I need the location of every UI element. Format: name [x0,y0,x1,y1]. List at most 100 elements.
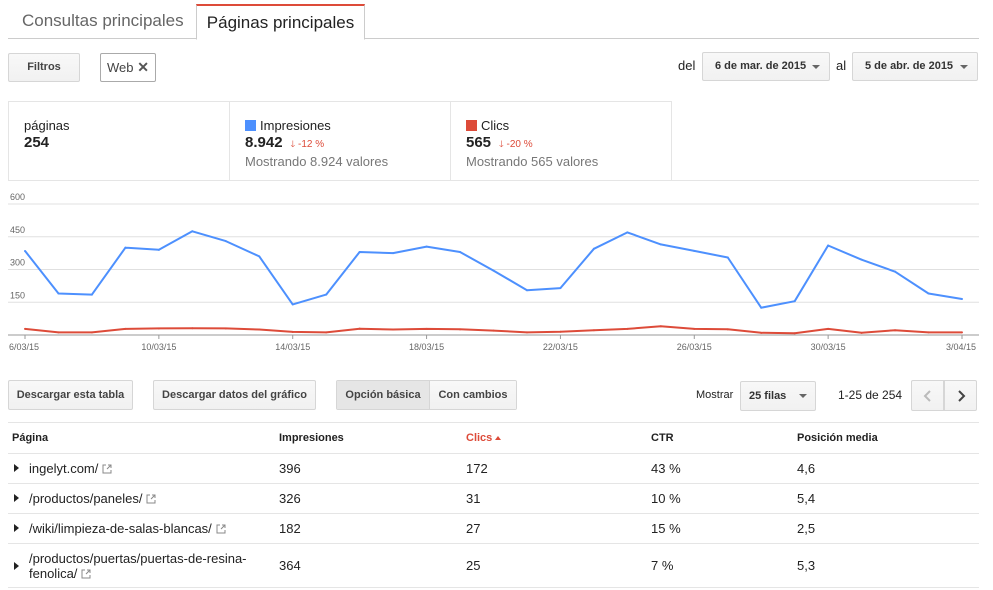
cell-clicks: 172 [466,461,488,476]
previous-page-button[interactable] [911,380,944,411]
data-point-clics [760,331,763,334]
header-ctr[interactable]: CTR [651,432,674,444]
stat-pages: páginas 254 [9,102,230,180]
data-point-clics [392,328,395,331]
y-tick-label: 600 [10,192,25,202]
external-link-icon[interactable] [81,569,91,579]
download-chart-data-button[interactable]: Descargar datos del gráfico [153,380,316,410]
data-point-impresiones [459,251,462,254]
tab-top-queries[interactable]: Consultas principales [22,11,184,30]
external-link-icon[interactable] [146,494,156,504]
arrow-down-icon: 🡓 [499,139,504,149]
data-point-impresiones [358,251,361,254]
x-tick-label: 6/03/15 [9,342,39,352]
data-point-impresiones [291,303,294,306]
stat-clicks-change-value: -20 % [506,139,533,150]
chevron-right-icon [958,390,966,402]
view-toggle: Opción básica Con cambios [336,380,517,410]
clicks-legend-square[interactable] [466,120,477,131]
data-point-impresiones [927,292,930,295]
stats-divider [672,180,979,181]
impressions-legend-square[interactable] [245,120,256,131]
rows-per-page-dropdown[interactable]: 25 filas [740,381,816,411]
data-point-impresiones [191,230,194,233]
web-filter-chip: Web ✕ [100,53,156,82]
date-from-dropdown[interactable]: 6 de mar. de 2015 [702,52,830,81]
pagination-range: 1-25 de 254 [838,388,903,402]
cell-impressions: 364 [279,558,301,573]
data-point-clics [191,327,194,330]
x-tick-label: 30/03/15 [811,342,846,352]
page-link[interactable]: /wiki/limpieza-de-salas-blancas/ [29,521,226,536]
header-impressions[interactable]: Impresiones [279,432,344,444]
stat-impressions-change: 🡓 -12 % [291,137,325,153]
close-icon[interactable]: ✕ [137,59,149,75]
date-to-dropdown[interactable]: 5 de abr. de 2015 [852,52,978,81]
data-point-impresiones [559,287,562,290]
page-link[interactable]: ingelyt.com/ [29,461,112,476]
expand-row-icon[interactable] [14,494,19,502]
performance-chart[interactable]: 150 300 450 600 6/03/15 10/03/15 14/03/15 18/03… [0,190,993,360]
stat-impressions[interactable]: Impresiones 8.942 🡓 -12 % Mostrando 8.92… [230,102,451,180]
date-to-label: al [836,58,847,73]
expand-row-icon[interactable] [14,464,19,472]
chevron-down-icon [799,394,807,398]
stat-pages-label: páginas [24,118,70,133]
date-from-value: 6 de mar. de 2015 [715,60,807,72]
data-point-clics [693,327,696,330]
data-point-clics [894,329,897,332]
data-point-clics [224,327,227,330]
data-point-impresiones [659,243,662,246]
y-tick-label: 450 [10,225,25,235]
page-link[interactable]: /productos/puertas/puertas-de-resina-fen… [29,551,247,581]
data-point-clics [459,328,462,331]
table-row: /productos/paneles/ 326 31 10 % 5,4 [8,484,979,514]
external-link-icon[interactable] [216,524,226,534]
data-point-clics [90,331,93,334]
data-point-clics [425,327,428,330]
filters-button[interactable]: Filtros [8,53,80,82]
header-clicks[interactable]: Clics [466,432,502,444]
arrow-down-icon: 🡓 [290,139,296,149]
x-tick-label: 14/03/15 [275,342,310,352]
y-tick-label: 150 [10,290,25,300]
data-point-clics [659,325,662,328]
x-tick-label: 22/03/15 [543,342,578,352]
cell-ctr: 7 % [651,558,674,573]
data-point-impresiones [24,249,26,252]
data-point-impresiones [860,258,863,261]
tab-top-pages[interactable]: Páginas principales [196,4,365,40]
y-tick-label: 300 [10,258,25,268]
data-point-impresiones [726,256,729,259]
data-point-impresiones [492,269,495,272]
page-url: /productos/paneles/ [29,491,143,506]
external-link-icon[interactable] [102,464,112,474]
expand-row-icon[interactable] [14,562,19,570]
cell-position: 4,6 [797,461,816,476]
header-page[interactable]: Página [12,432,49,444]
stat-clicks-sub: Mostrando 565 valores [466,154,599,169]
data-point-clics [291,330,294,333]
data-point-clics [860,331,863,334]
data-point-impresiones [258,255,261,258]
data-point-clics [358,327,361,330]
stat-clicks[interactable]: Clics 565 🡓 -20 % Mostrando 565 valores [451,102,671,180]
data-point-clics [927,331,930,334]
data-point-clics [592,329,595,332]
data-point-impresiones [157,248,160,251]
page-url: /wiki/limpieza-de-salas-blancas/ [29,521,212,536]
chevron-down-icon [960,65,968,69]
header-position[interactable]: Posición media [797,432,878,444]
table-row: ingelyt.com/ 396 172 43 % 4,6 [8,454,979,484]
stat-impressions-sub: Mostrando 8.924 valores [245,154,389,169]
cell-impressions: 396 [279,461,301,476]
with-changes-button[interactable]: Con cambios [430,381,516,409]
web-filter-label: Web [107,60,134,75]
basic-option-button[interactable]: Opción básica [337,381,430,409]
download-table-button[interactable]: Descargar esta tabla [8,380,133,410]
data-point-clics [157,327,160,330]
page-link[interactable]: /productos/paneles/ [29,491,156,506]
next-page-button[interactable] [944,380,977,411]
data-point-impresiones [224,240,227,243]
expand-row-icon[interactable] [14,524,19,532]
